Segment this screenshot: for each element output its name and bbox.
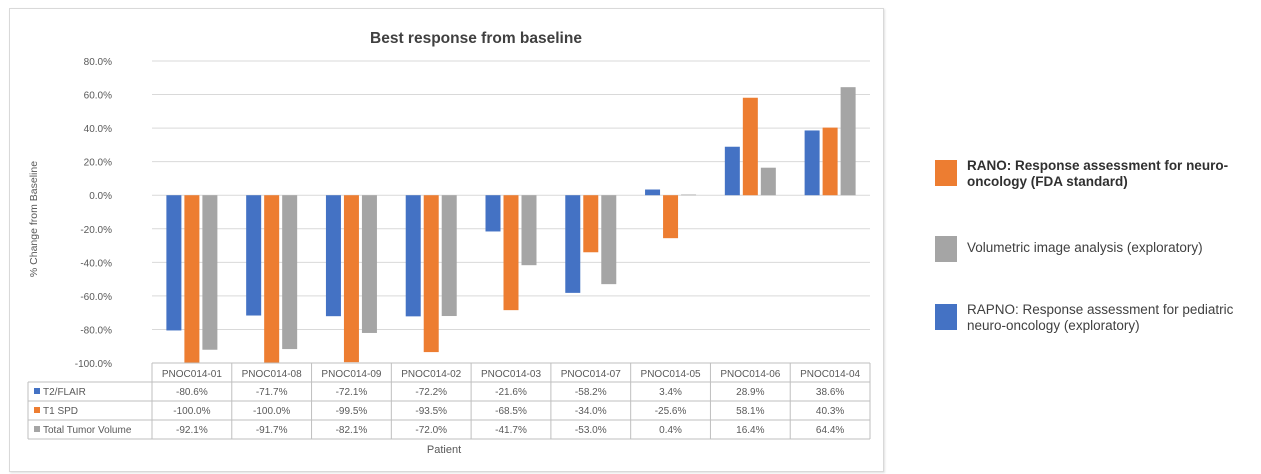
bar xyxy=(423,195,439,353)
data-label: -25.6% xyxy=(655,406,687,417)
bar xyxy=(601,195,617,285)
data-label: 28.9% xyxy=(736,387,764,398)
bar xyxy=(840,87,856,196)
y-tick-label: -20.0% xyxy=(80,225,112,236)
y-tick-label: -40.0% xyxy=(80,258,112,269)
x-tick-label: PNOC014-05 xyxy=(641,369,701,380)
data-label: -72.2% xyxy=(415,387,447,398)
legend-key xyxy=(34,407,40,413)
legend-text-rano: RANO: Response assessment for neuro- onc… xyxy=(967,158,1228,190)
legend-key xyxy=(34,426,40,432)
x-tick-label: PNOC014-01 xyxy=(162,369,222,380)
data-label: -21.6% xyxy=(495,387,527,398)
bar xyxy=(246,195,262,316)
legend-line: Volumetric image analysis (exploratory) xyxy=(967,240,1203,255)
y-tick-label: 40.0% xyxy=(84,124,112,135)
bar xyxy=(503,195,519,311)
data-label: 40.3% xyxy=(816,406,844,417)
data-label: 38.6% xyxy=(816,387,844,398)
data-label: -58.2% xyxy=(575,387,607,398)
y-axis-label: % Change from Baseline xyxy=(28,161,40,277)
legend-entry-volumetric: Volumetric image analysis (exploratory) xyxy=(935,234,1203,262)
data-label: 16.4% xyxy=(736,425,764,436)
legend-entry-rapno: RAPNO: Response assessment for pediatric… xyxy=(935,302,1233,334)
bar xyxy=(681,194,697,196)
legend-swatch-volumetric xyxy=(935,236,957,262)
data-label: -72.0% xyxy=(415,425,447,436)
data-label: -99.5% xyxy=(336,406,368,417)
data-label: -72.1% xyxy=(336,387,368,398)
bar xyxy=(742,97,758,196)
legend-line: RANO: Response assessment for neuro- xyxy=(967,158,1229,173)
legend-swatch-rano xyxy=(935,160,957,186)
data-label: -68.5% xyxy=(495,406,527,417)
data-label: 0.4% xyxy=(659,425,682,436)
bar xyxy=(166,195,182,331)
legend-text-volumetric: Volumetric image analysis (exploratory) xyxy=(967,240,1203,256)
data-label: -41.7% xyxy=(495,425,527,436)
y-tick-label: 60.0% xyxy=(84,91,112,102)
bar xyxy=(760,167,776,196)
series-name: Total Tumor Volume xyxy=(43,425,132,436)
series-name: T2/FLAIR xyxy=(43,387,86,398)
bar xyxy=(361,195,377,333)
y-tick-label: -100.0% xyxy=(75,359,112,370)
data-label: 3.4% xyxy=(659,387,682,398)
y-tick-label: 0.0% xyxy=(89,191,112,202)
data-label: -71.7% xyxy=(256,387,288,398)
bar xyxy=(822,127,838,196)
data-label: -100.0% xyxy=(253,406,290,417)
bar xyxy=(202,195,218,350)
legend-entry-rano: RANO: Response assessment for neuro- onc… xyxy=(935,158,1228,190)
bar xyxy=(724,146,740,196)
y-tick-label: -60.0% xyxy=(80,292,112,303)
data-label: -92.1% xyxy=(176,425,208,436)
data-label: 58.1% xyxy=(736,406,764,417)
bar xyxy=(441,195,457,317)
bar xyxy=(645,189,661,196)
bar xyxy=(663,195,679,239)
legend-key xyxy=(34,388,40,394)
x-tick-label: PNOC014-08 xyxy=(242,369,302,380)
bar xyxy=(565,195,581,293)
bar-chart: Best response from baseline 80.0% 60.0% 40… xyxy=(27,30,871,456)
data-label: -91.7% xyxy=(256,425,288,436)
y-tick-label: 80.0% xyxy=(84,57,112,68)
bar xyxy=(405,195,421,317)
data-label: -100.0% xyxy=(173,406,210,417)
data-label: 64.4% xyxy=(816,425,844,436)
bar xyxy=(184,195,200,363)
x-tick-label: PNOC014-09 xyxy=(321,369,381,380)
y-tick-label: -80.0% xyxy=(80,325,112,336)
series-name: T1 SPD xyxy=(43,406,78,417)
x-tick-label: PNOC014-04 xyxy=(800,369,860,380)
bar xyxy=(264,195,280,363)
chart-frame: Best response from baseline 80.0% 60.0% 40… xyxy=(9,8,884,472)
data-label: -34.0% xyxy=(575,406,607,417)
legend-line: neuro-oncology (exploratory) xyxy=(967,318,1140,333)
legend-text-rapno: RAPNO: Response assessment for pediatric… xyxy=(967,302,1233,334)
data-label: -93.5% xyxy=(415,406,447,417)
x-tick-label: PNOC014-03 xyxy=(481,369,541,380)
legend-swatch-rapno xyxy=(935,304,957,330)
data-label: -82.1% xyxy=(336,425,368,436)
y-tick-label: 20.0% xyxy=(84,158,112,169)
data-label: -80.6% xyxy=(176,387,208,398)
x-axis-label: Patient xyxy=(427,444,461,456)
legend-line: oncology (FDA standard) xyxy=(967,174,1128,189)
data-label: -53.0% xyxy=(575,425,607,436)
x-tick-label: PNOC014-06 xyxy=(720,369,780,380)
x-tick-label: PNOC014-02 xyxy=(401,369,461,380)
bar xyxy=(282,195,298,350)
chart-title: Best response from baseline xyxy=(370,30,582,47)
bar xyxy=(343,195,359,363)
bar xyxy=(521,195,537,266)
bar xyxy=(804,130,820,196)
bar xyxy=(325,195,341,317)
x-tick-label: PNOC014-07 xyxy=(561,369,621,380)
bar xyxy=(485,195,501,232)
legend-line: RAPNO: Response assessment for pediatric xyxy=(967,302,1234,317)
bar xyxy=(583,195,599,253)
